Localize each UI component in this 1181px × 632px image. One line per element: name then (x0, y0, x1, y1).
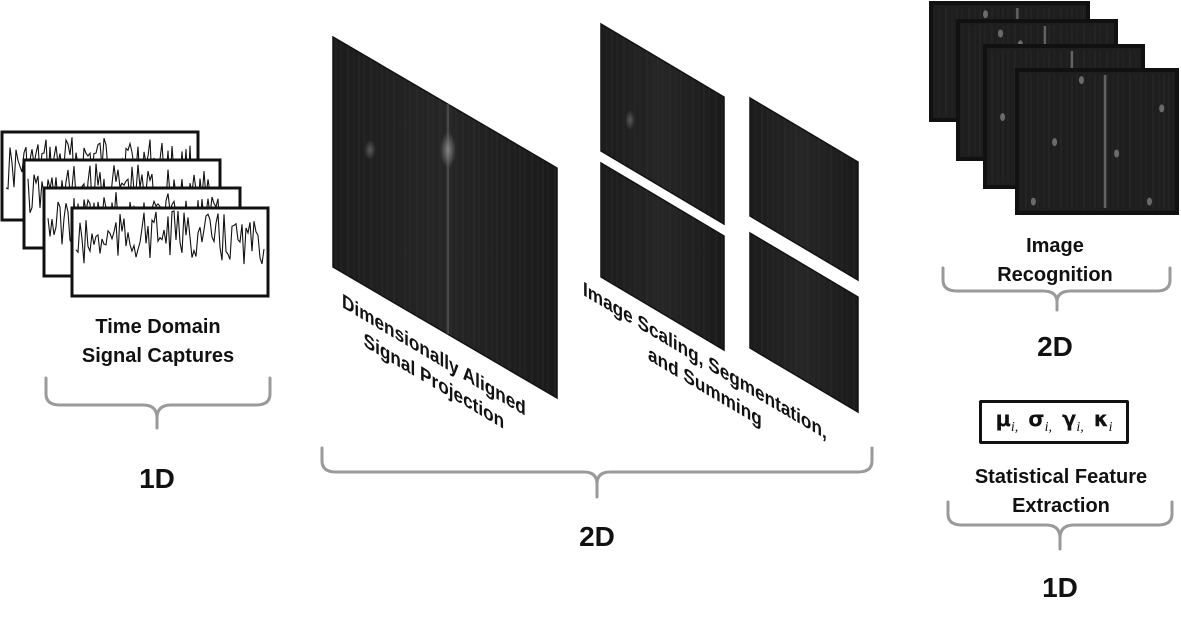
time-domain-signal-stack (0, 130, 270, 298)
image-recognition-stack (929, 1, 1179, 215)
time-domain-label-line1: Time Domain (95, 316, 221, 338)
statistical-label-line1: Statistical Feature (974, 466, 1148, 488)
brace-2d-middle (320, 446, 874, 499)
moment-symbol: σi, (1028, 407, 1053, 436)
segment-tile-top-left (600, 22, 725, 226)
braces (44, 266, 1174, 551)
projection-panel (332, 35, 558, 400)
segmentation-panels (600, 22, 859, 414)
dimension-1d-left: 1D (139, 463, 175, 494)
time-domain-label: Time Domain Signal Captures (48, 313, 268, 371)
recognition-image-frame (1015, 68, 1179, 215)
time-domain-label-line2: Signal Captures (81, 345, 235, 367)
segment-tile-bottom-left (600, 161, 725, 352)
moment-symbol: γi, (1062, 407, 1084, 436)
statistical-label-line2: Extraction (1012, 495, 1110, 517)
statistical-moments-box: μi, σi, γi, κi (979, 400, 1129, 444)
image-recognition-label-line2: Recognition (997, 264, 1113, 286)
brace-time-domain (44, 376, 272, 430)
brace-image-recognition (941, 266, 1172, 312)
dimension-2d-middle: 2D (579, 521, 615, 552)
statistical-label: Statistical Feature Extraction (950, 463, 1172, 521)
image-recognition-label-line1: Image (1026, 235, 1084, 257)
dimension-1d-right: 1D (1042, 572, 1078, 603)
signal-frame (70, 206, 270, 298)
brace-statistical (946, 500, 1174, 551)
image-recognition-label: Image Recognition (955, 232, 1155, 290)
segment-tile-bottom-right (749, 231, 859, 414)
dimension-2d-right: 2D (1037, 331, 1073, 362)
moment-symbol: κi (1093, 407, 1113, 436)
segment-tile-top-right (749, 96, 859, 282)
moment-symbol: μi, (995, 407, 1019, 436)
